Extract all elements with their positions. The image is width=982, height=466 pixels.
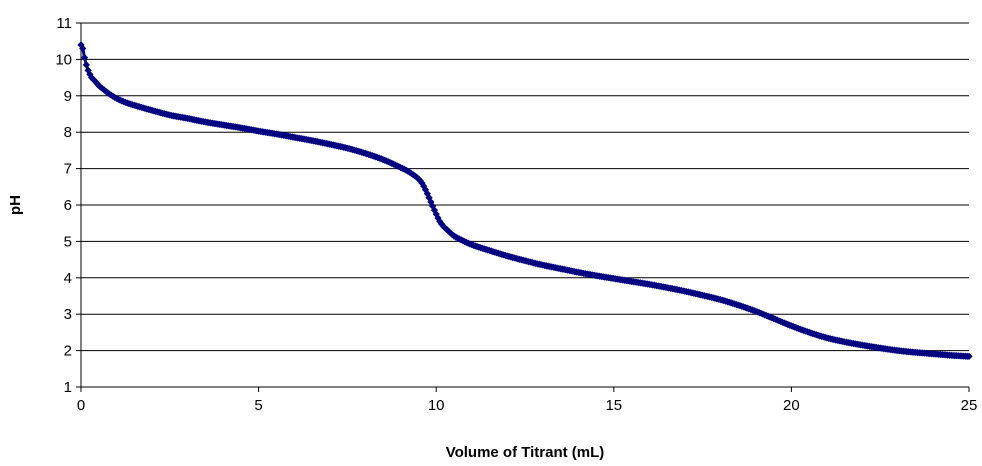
y-tick-label: 4 (64, 270, 72, 287)
x-tick-label: 10 (428, 397, 445, 414)
x-tick-label: 5 (254, 397, 262, 414)
x-tick-label: 0 (77, 397, 85, 414)
y-tick-label: 11 (56, 15, 72, 32)
y-tick-label: 9 (64, 88, 72, 105)
axes (76, 22, 970, 392)
y-tick-label: 7 (64, 161, 72, 178)
x-tick-label: 15 (605, 397, 622, 414)
y-tick-label: 10 (55, 51, 72, 68)
y-tick-label: 5 (64, 233, 72, 250)
x-tick-label: 20 (783, 397, 800, 414)
data-point-marker (79, 44, 87, 53)
series-line (79, 44, 970, 358)
y-tick-label: 8 (64, 124, 72, 141)
data-series (77, 41, 973, 361)
data-point-marker (965, 352, 973, 361)
x-axis-title: Volume of Titrant (mL) (446, 444, 605, 461)
y-tick-labels: 1 2 3 4 5 6 7 8 9 10 11 (55, 15, 72, 396)
data-point-marker (80, 53, 89, 62)
data-point-marker (82, 61, 90, 69)
y-tick-label: 1 (64, 379, 72, 396)
y-tick-label: 2 (64, 343, 72, 360)
x-tick-labels: 0 5 10 15 20 25 (77, 397, 978, 414)
gridlines (81, 22, 969, 352)
x-tick-label: 25 (961, 397, 978, 414)
y-tick-label: 3 (64, 306, 72, 323)
y-tick-label: 6 (64, 197, 72, 214)
y-axis-title: pH (7, 195, 24, 215)
